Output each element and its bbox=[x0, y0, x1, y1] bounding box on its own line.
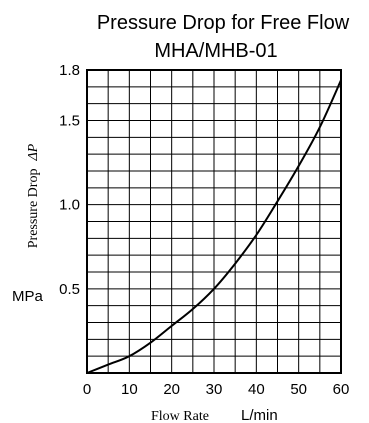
x-axis-label-name: Flow Rate bbox=[151, 409, 209, 423]
x-tick-label: 60 bbox=[333, 381, 350, 398]
x-tick-label: 30 bbox=[206, 381, 223, 398]
y-axis-unit: MPa bbox=[12, 288, 44, 305]
series-layer bbox=[86, 79, 342, 374]
chart-subtitle: MHA/MHB-01 bbox=[154, 40, 277, 62]
x-tick-label: 20 bbox=[163, 381, 180, 398]
series-line bbox=[86, 79, 342, 374]
plot-frame bbox=[86, 69, 342, 374]
chart-title: Pressure Drop for Free Flow bbox=[97, 12, 350, 34]
y-tick-label: 1.5 bbox=[59, 113, 80, 130]
y-axis-label: Pressure Drop ΔP bbox=[26, 143, 41, 248]
y-tick-label: 0.5 bbox=[59, 281, 80, 298]
y-axis-label-symbol: ΔP bbox=[26, 143, 41, 161]
x-tick-label: 40 bbox=[248, 381, 265, 398]
y-tick-label: 1.8 bbox=[59, 62, 80, 79]
x-tick-label: 10 bbox=[121, 381, 138, 398]
x-tick-labels: 0 10 20 30 40 50 60 bbox=[83, 381, 350, 398]
x-axis-label-unit: L/min bbox=[241, 407, 278, 423]
x-tick-label: 50 bbox=[290, 381, 307, 398]
y-axis-label-name: Pressure Drop bbox=[26, 169, 41, 249]
y-tick-label: 1.0 bbox=[59, 197, 80, 214]
grid bbox=[87, 70, 341, 373]
x-tick-label: 0 bbox=[83, 381, 91, 398]
y-tick-labels: 0.5 1.0 1.5 1.8 bbox=[59, 62, 80, 298]
